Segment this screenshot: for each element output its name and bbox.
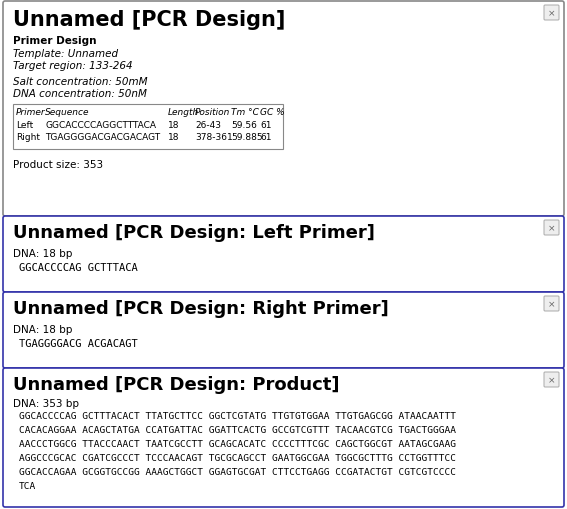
Text: TGAGGGGACG ACGACAGT: TGAGGGGACG ACGACAGT bbox=[19, 338, 138, 348]
Text: AGGCCCGCAC CGATCGCCCT TCCCAACAGT TGCGCAGCCT GAATGGCGAA TGGCGCTTTG CCTGGTTTCC: AGGCCCGCAC CGATCGCCCT TCCCAACAGT TGCGCAG… bbox=[19, 453, 456, 462]
FancyBboxPatch shape bbox=[13, 105, 283, 150]
Text: DNA: 18 bp: DNA: 18 bp bbox=[13, 324, 73, 334]
Text: Target region: 133-264: Target region: 133-264 bbox=[13, 61, 133, 71]
Text: 378-361: 378-361 bbox=[195, 133, 232, 142]
Text: Salt concentration: 50mM: Salt concentration: 50mM bbox=[13, 77, 147, 87]
Text: 61: 61 bbox=[260, 133, 272, 142]
Text: Tm °C: Tm °C bbox=[231, 108, 259, 117]
Text: Length: Length bbox=[168, 108, 199, 117]
Text: 26-43: 26-43 bbox=[195, 121, 221, 130]
Text: Unnamed [PCR Design: Left Primer]: Unnamed [PCR Design: Left Primer] bbox=[13, 223, 375, 242]
Text: Sequence: Sequence bbox=[45, 108, 90, 117]
Text: GC %: GC % bbox=[260, 108, 285, 117]
Text: Template: Unnamed: Template: Unnamed bbox=[13, 49, 118, 59]
Text: Right: Right bbox=[16, 133, 40, 142]
FancyBboxPatch shape bbox=[544, 296, 559, 312]
Text: Primer Design: Primer Design bbox=[13, 36, 96, 46]
FancyBboxPatch shape bbox=[3, 2, 564, 216]
Text: DNA concentration: 50nM: DNA concentration: 50nM bbox=[13, 89, 147, 99]
FancyBboxPatch shape bbox=[3, 216, 564, 293]
Text: 18: 18 bbox=[168, 133, 180, 142]
Text: Unnamed [PCR Design]: Unnamed [PCR Design] bbox=[13, 10, 285, 30]
Text: Unnamed [PCR Design: Right Primer]: Unnamed [PCR Design: Right Primer] bbox=[13, 299, 389, 318]
Text: Unnamed [PCR Design: Product]: Unnamed [PCR Design: Product] bbox=[13, 375, 340, 393]
Text: Product size: 353: Product size: 353 bbox=[13, 160, 103, 169]
Text: GGCACCAGAA GCGGTGCCGG AAAGCTGGCT GGAGTGCGAT CTTCCTGAGG CCGATACTGT CGTCGTCCCC: GGCACCAGAA GCGGTGCCGG AAAGCTGGCT GGAGTGC… bbox=[19, 467, 456, 476]
Text: CACACAGGAA ACAGCTATGA CCATGATTAC GGATTCACTG GCCGTCGTTT TACAACGTCG TGACTGGGAA: CACACAGGAA ACAGCTATGA CCATGATTAC GGATTCA… bbox=[19, 425, 456, 434]
FancyBboxPatch shape bbox=[3, 369, 564, 507]
Text: ×: × bbox=[548, 223, 555, 233]
Text: DNA: 353 bp: DNA: 353 bp bbox=[13, 398, 79, 408]
Text: AACCCTGGCG TTACCCAACT TAATCGCCTT GCAGCACATC CCCCTTTCGC CAGCTGGCGT AATAGCGAAG: AACCCTGGCG TTACCCAACT TAATCGCCTT GCAGCAC… bbox=[19, 439, 456, 448]
Text: 18: 18 bbox=[168, 121, 180, 130]
FancyBboxPatch shape bbox=[544, 6, 559, 21]
Text: Position: Position bbox=[195, 108, 230, 117]
Text: ×: × bbox=[548, 299, 555, 308]
Text: ×: × bbox=[548, 9, 555, 18]
FancyBboxPatch shape bbox=[3, 293, 564, 369]
Text: GGCACCCCAGGCTTTACA: GGCACCCCAGGCTTTACA bbox=[45, 121, 156, 130]
Text: GGCACCCCAG GCTTTACA: GGCACCCCAG GCTTTACA bbox=[19, 263, 138, 272]
Text: 59.56: 59.56 bbox=[231, 121, 257, 130]
FancyBboxPatch shape bbox=[544, 220, 559, 236]
Text: 61: 61 bbox=[260, 121, 272, 130]
Text: DNA: 18 bp: DNA: 18 bp bbox=[13, 248, 73, 259]
Text: ×: × bbox=[548, 375, 555, 384]
Text: Left: Left bbox=[16, 121, 33, 130]
Text: GGCACCCCAG GCTTTACACT TTATGCTTCC GGCTCGTATG TTGTGTGGAA TTGTGAGCGG ATAACAATTT: GGCACCCCAG GCTTTACACT TTATGCTTCC GGCTCGT… bbox=[19, 411, 456, 420]
Text: TGAGGGGACGACGACAGT: TGAGGGGACGACGACAGT bbox=[45, 133, 160, 142]
Text: Primer: Primer bbox=[16, 108, 45, 117]
Text: 59.885: 59.885 bbox=[231, 133, 263, 142]
FancyBboxPatch shape bbox=[544, 372, 559, 387]
Text: TCA: TCA bbox=[19, 481, 36, 490]
